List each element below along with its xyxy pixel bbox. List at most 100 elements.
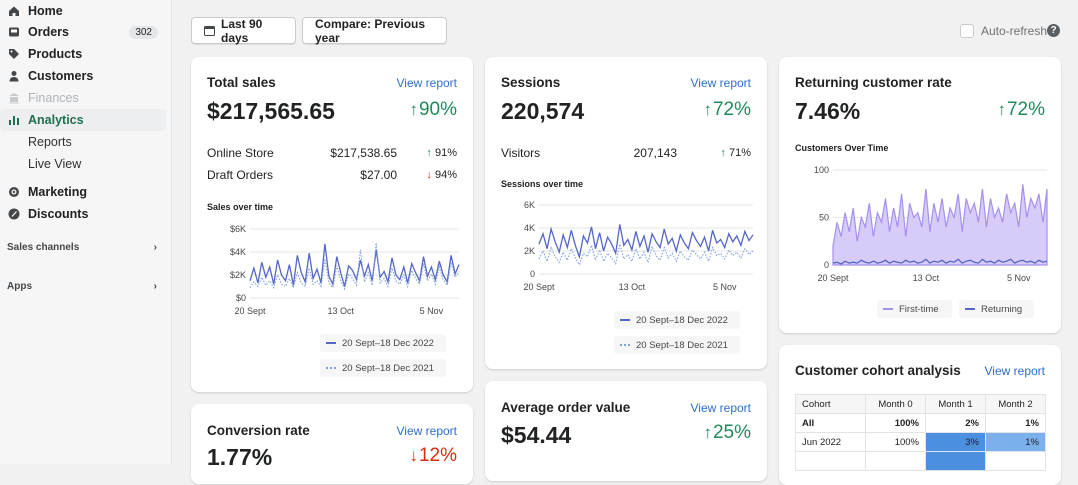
y-tick-label: 50	[819, 213, 829, 223]
draft-orders-change: ↓ 94%	[426, 169, 457, 181]
legend-previous-label: 20 Sept–18 Dec 2021	[342, 362, 434, 374]
nav-orders[interactable]: Orders 302	[0, 21, 166, 43]
legend-current-label: 20 Sept–18 Dec 2022	[636, 314, 728, 326]
cohort-header-row: Cohort Month 0 Month 1 Month 2	[795, 394, 1046, 414]
nav-analytics-label: Analytics	[28, 113, 84, 127]
arrow-up-icon: ↑	[703, 423, 712, 442]
help-icon[interactable]: ?	[1047, 24, 1060, 37]
y-tick-label: 4K	[524, 223, 535, 233]
sessions-view-report[interactable]: View report	[690, 76, 751, 90]
y-tick-label: 0	[824, 260, 829, 270]
aov-title: Average order value	[501, 400, 631, 415]
total-sales-change-value: 90%	[418, 99, 457, 120]
y-tick-label: $0	[236, 293, 246, 303]
legend-first-time[interactable]: First-time	[877, 300, 952, 318]
legend-previous[interactable]: 20 Sept–18 Dec 2021	[320, 359, 446, 377]
aov-change-value: 25%	[712, 422, 751, 443]
nav-marketing-label: Marketing	[28, 185, 88, 199]
visitors-change: ↑ 71%	[720, 147, 751, 159]
compare-label: Compare: Previous year	[315, 16, 426, 45]
date-range-button[interactable]: Last 90 days	[191, 17, 296, 45]
nav-products[interactable]: Products	[0, 43, 166, 65]
legend-previous-label: 20 Sept–18 Dec 2021	[636, 339, 728, 351]
solid-line-swatch	[326, 342, 336, 344]
table-row	[795, 451, 1046, 471]
y-tick-label: $6K	[230, 224, 246, 234]
nav-discounts[interactable]: Discounts	[0, 203, 166, 225]
dotted-line-swatch	[620, 344, 630, 346]
person-icon	[8, 70, 20, 82]
returning-change-value: 72%	[1006, 99, 1045, 120]
y-tick-label: $4K	[230, 247, 246, 257]
column-header: Month 0	[865, 394, 926, 414]
nav-customers[interactable]: Customers	[0, 65, 166, 87]
online-store-value: $217,538.65	[330, 146, 397, 160]
total-sales-title: Total sales	[207, 75, 276, 90]
chevron-right-icon: ›	[153, 281, 157, 292]
first-time-swatch	[883, 308, 893, 310]
x-tick-label: 20 Sept	[234, 306, 266, 316]
table-cell: Jun 2022	[795, 432, 866, 452]
legend-returning[interactable]: Returning	[959, 300, 1034, 318]
legend-current[interactable]: 20 Sept–18 Dec 2022	[614, 311, 740, 329]
apps-section[interactable]: Apps ›	[7, 281, 157, 292]
sessions-title: Sessions	[501, 75, 561, 90]
draft-orders-value: $27.00	[360, 168, 397, 182]
total-sales-view-report[interactable]: View report	[396, 76, 457, 90]
solid-line-swatch	[620, 319, 630, 321]
auto-refresh-checkbox[interactable]	[960, 24, 974, 38]
nav-home[interactable]: Home	[0, 0, 166, 22]
average-order-value-card: Average order value View report $54.44 ↑…	[485, 381, 767, 481]
aov-view-report[interactable]: View report	[690, 401, 751, 415]
customers-chart-label: Customers Over Time	[795, 143, 889, 153]
aov-value: $54.44	[501, 422, 572, 448]
nav-analytics[interactable]: Analytics	[0, 109, 166, 131]
series-area-0	[832, 184, 1048, 266]
arrow-down-icon: ↓	[409, 446, 418, 465]
nav-reports[interactable]: Reports	[0, 131, 166, 153]
table-cell: 100%	[865, 432, 926, 452]
table-row: All 100% 2% 1%	[795, 413, 1046, 433]
visitors-value: 207,143	[633, 146, 677, 160]
draft-orders-change-value: 94%	[434, 169, 457, 181]
conversion-title: Conversion rate	[207, 423, 310, 438]
legend-previous[interactable]: 20 Sept–18 Dec 2021	[614, 336, 740, 354]
series-line-1	[249, 242, 460, 291]
target-icon	[8, 186, 20, 198]
legend-current[interactable]: 20 Sept–18 Dec 2022	[320, 334, 446, 352]
table-cell: All	[795, 413, 866, 433]
cohort-analysis-card: Customer cohort analysis View report Coh…	[779, 345, 1061, 485]
cohort-title: Customer cohort analysis	[795, 363, 961, 378]
returning-change: ↑ 72%	[997, 99, 1045, 121]
nav-finances[interactable]: Finances	[0, 87, 166, 109]
dotted-line-swatch	[326, 367, 336, 369]
arrow-up-icon: ↑	[720, 147, 726, 159]
column-header: Cohort	[795, 394, 866, 414]
sales-channels-section[interactable]: Sales channels ›	[7, 242, 157, 253]
nav-marketing[interactable]: Marketing	[0, 181, 166, 203]
arrow-up-icon: ↑	[997, 100, 1006, 119]
online-store-change: ↑ 91%	[426, 147, 457, 159]
nav-products-label: Products	[28, 47, 83, 61]
legend-returning-label: Returning	[981, 303, 1023, 315]
chevron-right-icon: ›	[153, 242, 157, 253]
nav-live-view[interactable]: Live View	[0, 153, 166, 175]
y-tick-label: $2K	[230, 270, 246, 280]
x-tick-label: 5 Nov	[1007, 273, 1031, 283]
table-cell	[795, 451, 866, 471]
home-icon	[8, 5, 20, 17]
cohort-view-report[interactable]: View report	[984, 364, 1045, 378]
conversion-value: 1.77%	[207, 444, 273, 470]
x-tick-label: 13 Oct	[913, 273, 940, 283]
series-line-1	[538, 243, 754, 267]
conversion-view-report[interactable]: View report	[396, 424, 457, 438]
aov-change: ↑ 25%	[703, 422, 751, 444]
nav-finances-label: Finances	[28, 91, 79, 105]
compare-button[interactable]: Compare: Previous year	[302, 16, 447, 45]
conversion-rate-card: Conversion rate View report 1.77% ↓ 12%	[191, 404, 473, 484]
x-tick-label: 20 Sept	[817, 273, 849, 283]
total-sales-value: $217,565.65	[207, 98, 335, 124]
